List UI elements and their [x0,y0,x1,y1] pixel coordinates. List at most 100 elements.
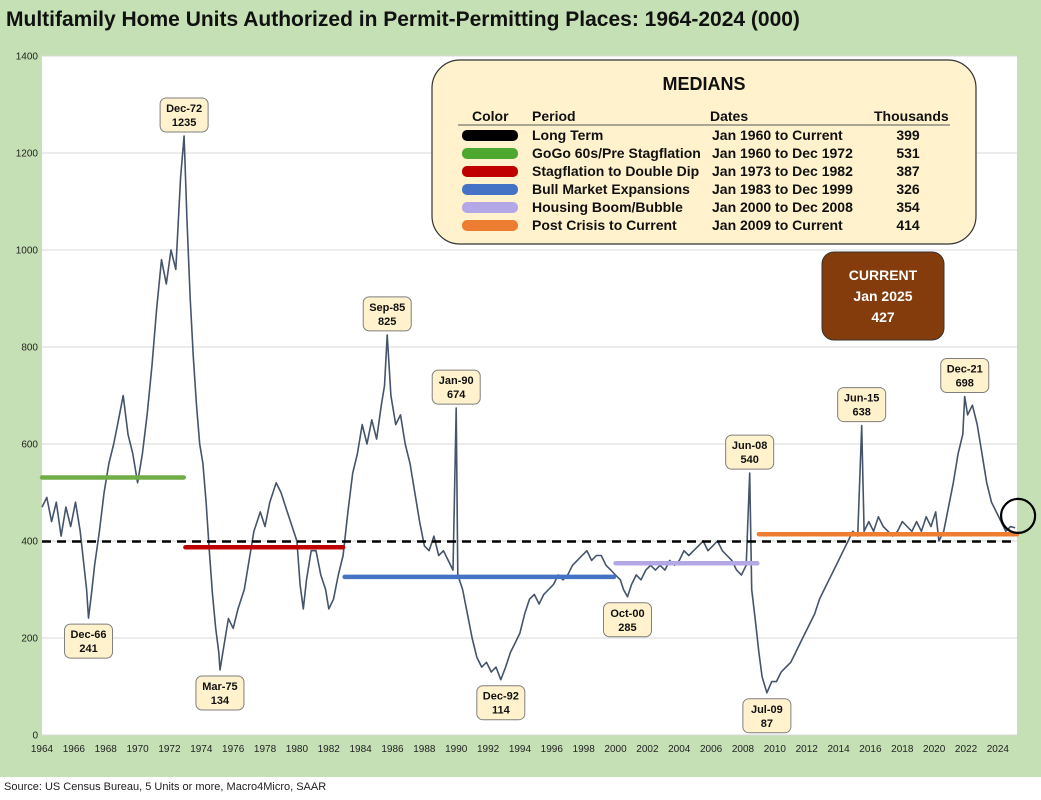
annotation-value: 825 [378,316,396,328]
x-tick-label: 1996 [541,744,564,755]
x-tick-label: 1968 [95,744,118,755]
y-tick-label: 600 [21,440,38,451]
medians-box [431,59,977,245]
x-tick-label: 2016 [859,744,882,755]
annotation-box [940,357,990,393]
annotation-value: 1235 [172,117,196,129]
medians-period: Stagflation to Double Dip [532,163,699,179]
annotation-label: Dec-92 [483,691,519,703]
medians-value: 414 [896,217,920,233]
medians-header: Color [472,108,509,124]
current-box-bg [821,251,945,341]
medians-period: Long Term [532,127,603,143]
x-tick-label: 2018 [891,744,914,755]
y-tick-label: 200 [21,634,38,645]
x-tick-label: 1998 [573,744,596,755]
medians-period: Post Crisis to Current [532,217,677,233]
annotation-value: 638 [852,407,870,419]
annotation-label: Jun-08 [732,440,767,452]
x-tick-label: 1980 [286,744,309,755]
x-tick-label: 2010 [764,744,787,755]
annotation-box [431,369,481,405]
x-tick-label: 2008 [732,744,755,755]
x-tick-label: 1990 [445,744,468,755]
annotation-box [476,685,526,721]
annotation-label: Oct-00 [610,608,644,620]
annotation-box [159,97,209,133]
annotation-dec-72: Dec-72 1235 [159,97,209,133]
annotation-mar-75: Mar-75 134 [195,675,245,711]
annotation-label: Jul-09 [751,704,783,716]
y-tick-label: 400 [21,537,38,548]
x-tick-label: 1966 [63,744,86,755]
x-tick-label: 1972 [158,744,181,755]
current-circle-marker [999,497,1037,535]
x-tick-label: 1974 [190,744,213,755]
annotation-label: Dec-66 [70,629,106,641]
medians-dates: Jan 1983 to Dec 1999 [712,181,853,197]
chart-title: Multifamily Home Units Authorized in Per… [6,8,800,31]
annotation-value: 540 [740,454,758,466]
chart-svg: 0 200 400 600 800 1000 1200 1400 1964 1966 1968 197… [16,52,1037,755]
annotation-value: 674 [447,389,466,401]
current-value-box: CURRENT Jan 2025 427 [821,251,945,341]
annotation-label: Mar-75 [202,681,237,693]
x-tick-label: 1988 [413,744,436,755]
x-tick-label: 2006 [700,744,723,755]
medians-swatch [462,220,518,231]
annotation-jun-08: Jun-08 540 [725,434,775,470]
annotation-jul-09: Jul-09 87 [742,698,792,734]
medians-period: Housing Boom/Bubble [532,199,683,215]
annotation-box [837,387,887,423]
medians-value: 326 [896,181,920,197]
medians-legend: MEDIANS Color Period Dates Thousands Long Ter… [431,59,977,245]
y-tick-label: 800 [21,343,38,354]
current-date: Jan 2025 [853,288,912,304]
annotation-box [725,434,775,470]
x-tick-label: 2002 [636,744,659,755]
source-note: Source: US Census Bureau, 5 Units or mor… [4,781,327,793]
x-tick-label: 1992 [477,744,500,755]
annotation-dec-92: Dec-92 114 [476,685,526,721]
annotation-label: Dec-21 [947,363,983,375]
annotation-box [195,675,245,711]
annotation-label: Jun-15 [844,393,879,405]
medians-value: 399 [896,127,920,143]
medians-dates: Jan 2009 to Current [712,217,843,233]
annotation-box [602,602,652,638]
annotation-box [362,296,412,332]
medians-header: Period [532,108,576,124]
medians-value: 531 [896,145,920,161]
medians-swatch [462,202,518,213]
medians-dates: Jan 2000 to Dec 2008 [712,199,853,215]
medians-dates: Jan 1973 to Dec 1982 [712,163,853,179]
x-tick-label: 1986 [381,744,404,755]
x-tick-label: 1964 [31,744,54,755]
medians-header: Thousands [874,108,949,124]
annotation-label: Jan-90 [439,375,474,387]
x-tick-label: 2020 [923,744,946,755]
medians-period: GoGo 60s/Pre Stagflation [532,145,701,161]
medians-swatch [462,130,518,141]
annotation-value: 285 [618,622,636,634]
x-tick-label: 1982 [318,744,341,755]
y-tick-label: 1000 [16,246,39,257]
annotation-value: 241 [79,643,97,655]
annotation-value: 87 [761,718,773,730]
y-tick-label: 0 [32,731,38,742]
medians-dates: Jan 1960 to Dec 1972 [712,145,853,161]
medians-period: Bull Market Expansions [532,181,690,197]
current-value: 427 [871,309,895,325]
annotation-box [64,623,114,659]
medians-swatch [462,184,518,195]
x-tick-label: 1978 [254,744,277,755]
annotation-label: Sep-85 [369,302,405,314]
medians-swatch [462,148,518,159]
annotation-jan-90: Jan-90 674 [431,369,481,405]
x-tick-label: 1994 [509,744,532,755]
x-tick-label: 2000 [604,744,627,755]
x-tick-label: 2004 [668,744,691,755]
medians-dates: Jan 1960 to Current [712,127,843,143]
annotation-value: 114 [492,705,511,717]
annotation-label: Dec-72 [166,103,202,115]
